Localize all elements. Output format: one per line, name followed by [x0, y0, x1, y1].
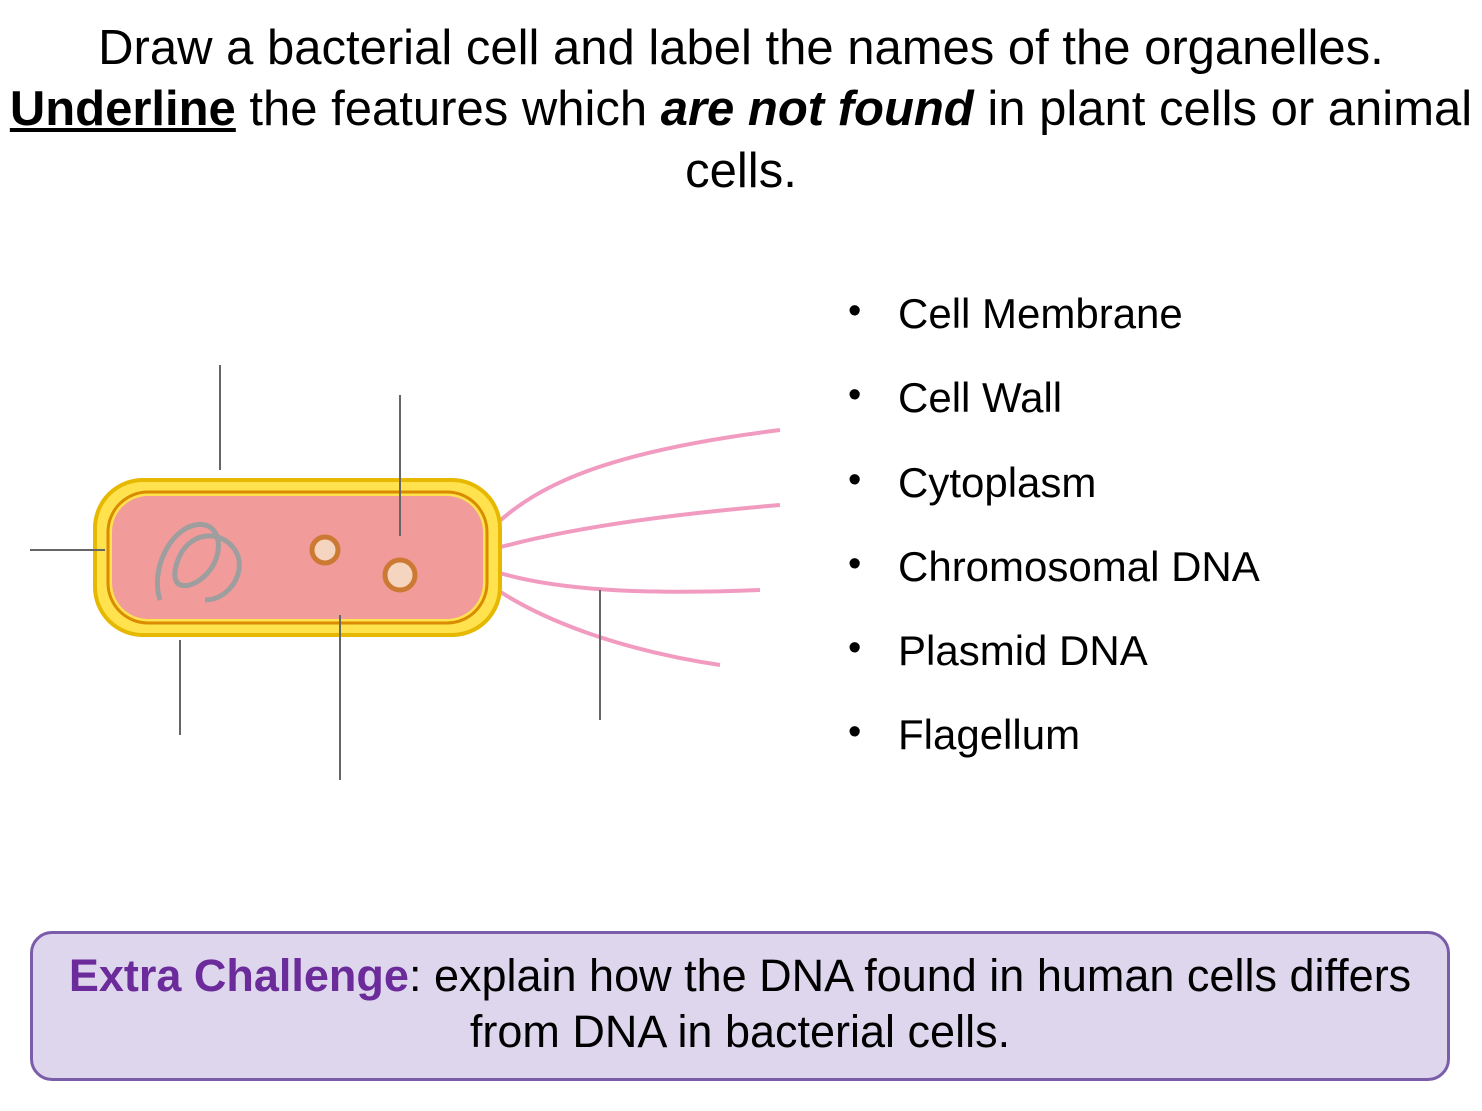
flagella [490, 430, 780, 665]
challenge-title: Extra Challenge [69, 950, 409, 1001]
list-item: Cytoplasm [840, 459, 1460, 507]
list-item: Plasmid DNA [840, 627, 1460, 675]
bacterial-cell-diagram [20, 300, 800, 800]
instruction-underline: Underline [10, 82, 236, 136]
list-item: Cell Membrane [840, 290, 1460, 338]
instruction-part1: Draw a bacterial cell and label the name… [98, 21, 1384, 75]
extra-challenge-box: Extra Challenge: explain how the DNA fou… [30, 931, 1450, 1082]
organelle-list: Cell Membrane Cell Wall Cytoplasm Chromosom… [840, 290, 1460, 796]
instruction-text: Draw a bacterial cell and label the name… [0, 18, 1482, 202]
plasmid-2 [385, 560, 415, 590]
instruction-part2: the features which [236, 82, 661, 136]
list-item: Flagellum [840, 711, 1460, 759]
challenge-body: : explain how the DNA found in human cel… [409, 950, 1411, 1057]
list-item: Cell Wall [840, 374, 1460, 422]
plasmid-1 [312, 537, 338, 563]
instruction-bold-italic: are not found [661, 82, 974, 136]
list-item: Chromosomal DNA [840, 543, 1460, 591]
cytoplasm [112, 496, 483, 619]
diagram-svg [20, 300, 800, 800]
